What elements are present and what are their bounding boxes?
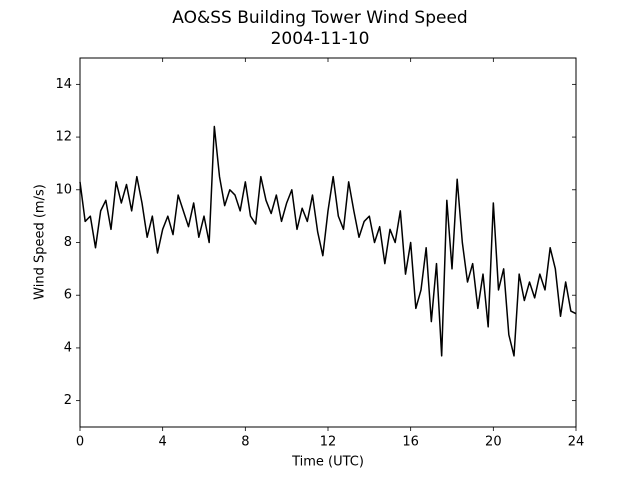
chart-title: AO&SS Building Tower Wind Speed — [172, 8, 467, 28]
plot-frame — [79, 57, 577, 428]
x-tick-label: 8 — [241, 435, 249, 450]
y-tick-label: 10 — [55, 182, 72, 197]
data-line — [79, 125, 577, 357]
y-tick-label: 6 — [64, 288, 72, 303]
x-tick-label: 24 — [568, 435, 585, 450]
y-tick-label: 12 — [55, 130, 72, 145]
chart-subtitle: 2004-11-10 — [271, 29, 370, 49]
x-axis-label: Time (UTC) — [291, 455, 364, 470]
x-tick-label: 20 — [485, 435, 502, 450]
x-tick-label: 0 — [76, 435, 84, 450]
y-tick-label: 4 — [64, 340, 72, 355]
y-tick-label: 2 — [64, 393, 72, 408]
x-tick-label: 16 — [402, 435, 419, 450]
y-tick-label: 14 — [55, 77, 72, 92]
x-tick-label: 4 — [159, 435, 167, 450]
y-axis-label: Wind Speed (m/s) — [33, 184, 48, 300]
y-tick-label: 8 — [64, 235, 72, 250]
x-tick-label: 12 — [320, 435, 337, 450]
